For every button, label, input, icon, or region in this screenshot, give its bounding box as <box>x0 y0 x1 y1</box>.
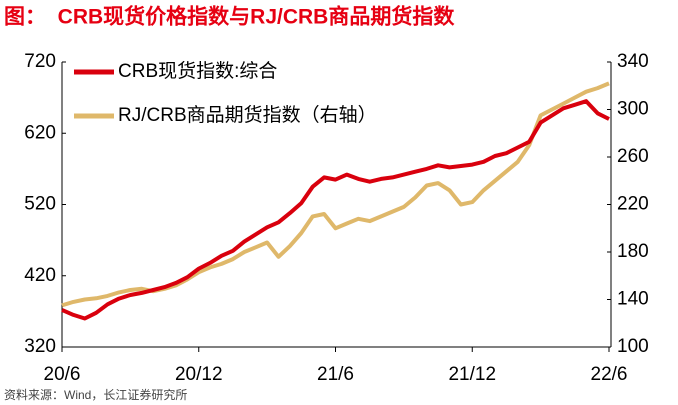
x-tick-label: 20/12 <box>175 364 223 385</box>
legend-label: RJ/CRB商品期货指数（右轴） <box>118 104 377 126</box>
y-tick-label: 320 <box>24 336 56 357</box>
y2-tick-label: 220 <box>617 194 649 215</box>
y-tick-label: 620 <box>24 122 56 143</box>
x-tick-label: 21/6 <box>317 364 354 385</box>
y2-tick-label: 140 <box>617 289 649 310</box>
x-tick-label: 22/6 <box>591 364 628 385</box>
y-tick-label: 720 <box>24 51 56 72</box>
series-line <box>61 99 610 321</box>
y-tick-label: 520 <box>24 194 56 215</box>
x-tick-label: 20/6 <box>44 364 81 385</box>
y2-tick-label: 180 <box>617 241 649 262</box>
y2-tick-label: 340 <box>617 51 649 72</box>
legend-label: CRB现货指数:综合 <box>118 60 277 82</box>
y2-tick-label: 260 <box>617 146 649 167</box>
x-tick-label: 21/12 <box>448 364 496 385</box>
y2-tick-label: 300 <box>617 99 649 120</box>
source-note: 资料来源：Wind，长江证券研究所 <box>4 387 187 402</box>
chart-title: 图： CRB现货价格指数与RJ/CRB商品期货指数 <box>4 5 455 29</box>
y-tick-label: 420 <box>24 265 56 286</box>
y2-tick-label: 100 <box>617 336 649 357</box>
